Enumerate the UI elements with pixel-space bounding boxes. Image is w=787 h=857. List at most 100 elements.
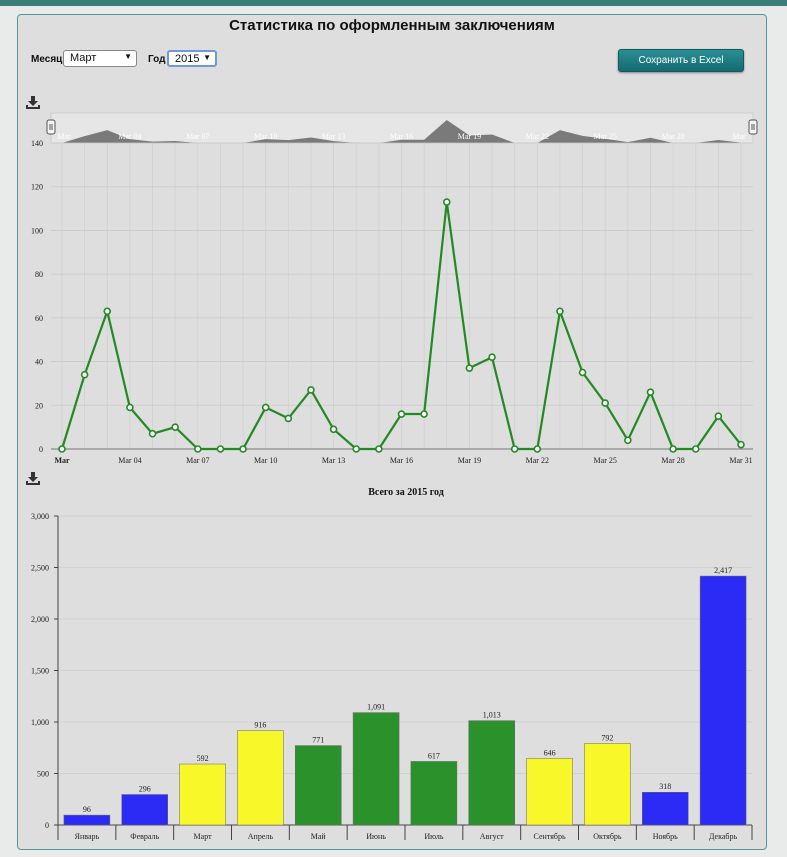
y-tick-label: 2,000: [31, 615, 49, 624]
x-tick-label: Mar 28: [661, 456, 684, 465]
data-point: [284, 414, 293, 423]
x-category-label: Сентябрь: [534, 832, 566, 841]
y-tick-label: 0: [45, 821, 49, 830]
navigator-label: Mar 28: [661, 132, 684, 141]
x-category-label: Декабрь: [709, 832, 737, 841]
x-tick-label: Mar 31: [729, 456, 752, 465]
y-tick-label: 1,500: [31, 667, 49, 676]
bar-value-label: 771: [312, 736, 324, 745]
y-tick-label: 20: [35, 401, 43, 410]
data-point: [442, 198, 451, 206]
bar: [63, 814, 111, 826]
y-tick-label: 140: [31, 139, 43, 148]
data-point: [239, 445, 247, 453]
dropdown-arrow-icon: ▼: [203, 53, 211, 62]
data-point: [533, 445, 542, 453]
bar-value-label: 916: [254, 721, 266, 730]
data-point: [261, 403, 270, 412]
top-bar: [0, 0, 787, 6]
x-category-label: Март: [194, 832, 213, 841]
x-category-label: Июнь: [366, 832, 386, 841]
y-tick-label: 500: [37, 770, 49, 779]
y-tick-label: 60: [35, 314, 43, 323]
x-tick-label: Mar 19: [458, 456, 481, 465]
data-point: [714, 412, 723, 421]
data-point: [578, 368, 587, 377]
bar: [352, 712, 400, 826]
data-point: [103, 307, 112, 316]
y-tick-label: 120: [31, 183, 43, 192]
daily-line-chart: Mar Mar 04 Mar 07 Mar 10 Mar 13 Mar 16 Mar 19 M…: [31, 112, 758, 465]
y-tick-label: 3,000: [31, 512, 49, 521]
month-select-value: Март: [70, 52, 97, 64]
data-point: [171, 423, 179, 431]
x-tick-label: Mar 25: [594, 456, 617, 465]
bar-value-label: 96: [83, 805, 91, 814]
x-tick-label: Mar 04: [118, 456, 141, 465]
navigator-label: Mar 25: [594, 132, 617, 141]
bar-value-label: 646: [544, 748, 556, 757]
data-point: [58, 445, 66, 453]
bar-value-label: 1,013: [483, 711, 501, 720]
x-category-label: Май: [311, 832, 327, 841]
x-category-label: Ноябрь: [653, 832, 678, 841]
bar-value-label: 296: [139, 785, 151, 794]
x-category-label: Февраль: [130, 832, 159, 841]
x-tick-label: Mar 13: [322, 456, 345, 465]
bar-value-label: 592: [197, 754, 209, 763]
bar: [410, 761, 458, 826]
download-icon[interactable]: [25, 472, 41, 486]
navigator-label: Mar 19: [458, 132, 481, 141]
x-tick-label: Mar: [54, 456, 70, 465]
bar-value-label: 792: [601, 733, 613, 742]
data-point: [510, 445, 519, 453]
bar-value-label: 617: [428, 751, 440, 760]
month-select[interactable]: Март ▼: [63, 50, 137, 67]
save-excel-button[interactable]: Сохранить в Excel: [618, 49, 744, 72]
bar: [699, 575, 747, 826]
data-point: [556, 307, 564, 316]
navigator-handle: [46, 119, 56, 135]
data-point: [669, 445, 677, 453]
bar-value-label: 318: [659, 782, 671, 791]
bar: [526, 758, 573, 826]
navigator-label: Mar 04: [118, 132, 141, 141]
data-point: [307, 386, 315, 394]
y-tick-label: 80: [35, 270, 43, 279]
bar: [237, 730, 284, 826]
x-tick-label: Mar 07: [186, 456, 209, 465]
dropdown-arrow-icon: ▼: [124, 52, 132, 61]
year-label: Год: [148, 54, 166, 65]
y-tick-label: 0: [39, 445, 43, 454]
bar: [121, 794, 168, 826]
data-point: [691, 445, 700, 453]
data-point: [126, 403, 134, 412]
navigator-label: Mar: [732, 132, 746, 141]
y-tick-label: 1,000: [31, 718, 49, 727]
navigator-background: [50, 112, 754, 144]
navigator-label: Mar: [57, 132, 71, 141]
y-tick-label: 40: [35, 358, 43, 367]
data-point: [420, 410, 428, 418]
year-select[interactable]: 2015 ▼: [167, 50, 217, 67]
data-point: [329, 425, 338, 434]
download-icon[interactable]: [25, 96, 41, 110]
navigator-label: Mar 22: [526, 132, 549, 141]
x-tick-label: Mar 16: [390, 456, 413, 465]
data-point: [737, 440, 745, 449]
navigator-handle: [748, 119, 758, 135]
bar: [179, 763, 226, 826]
navigator-label: Mar 13: [322, 132, 345, 141]
bar-chart-title: Всего за 2015 год: [368, 487, 444, 498]
data-point: [397, 410, 406, 418]
data-point: [80, 370, 89, 379]
bar: [468, 720, 515, 826]
data-point: [624, 436, 632, 445]
bar: [642, 791, 689, 826]
data-point: [352, 445, 361, 453]
data-point: [601, 399, 610, 407]
bar: [295, 745, 342, 826]
year-select-value: 2015: [175, 53, 200, 65]
navigator-area: [62, 120, 741, 143]
y-tick-label: 2,500: [31, 564, 49, 573]
